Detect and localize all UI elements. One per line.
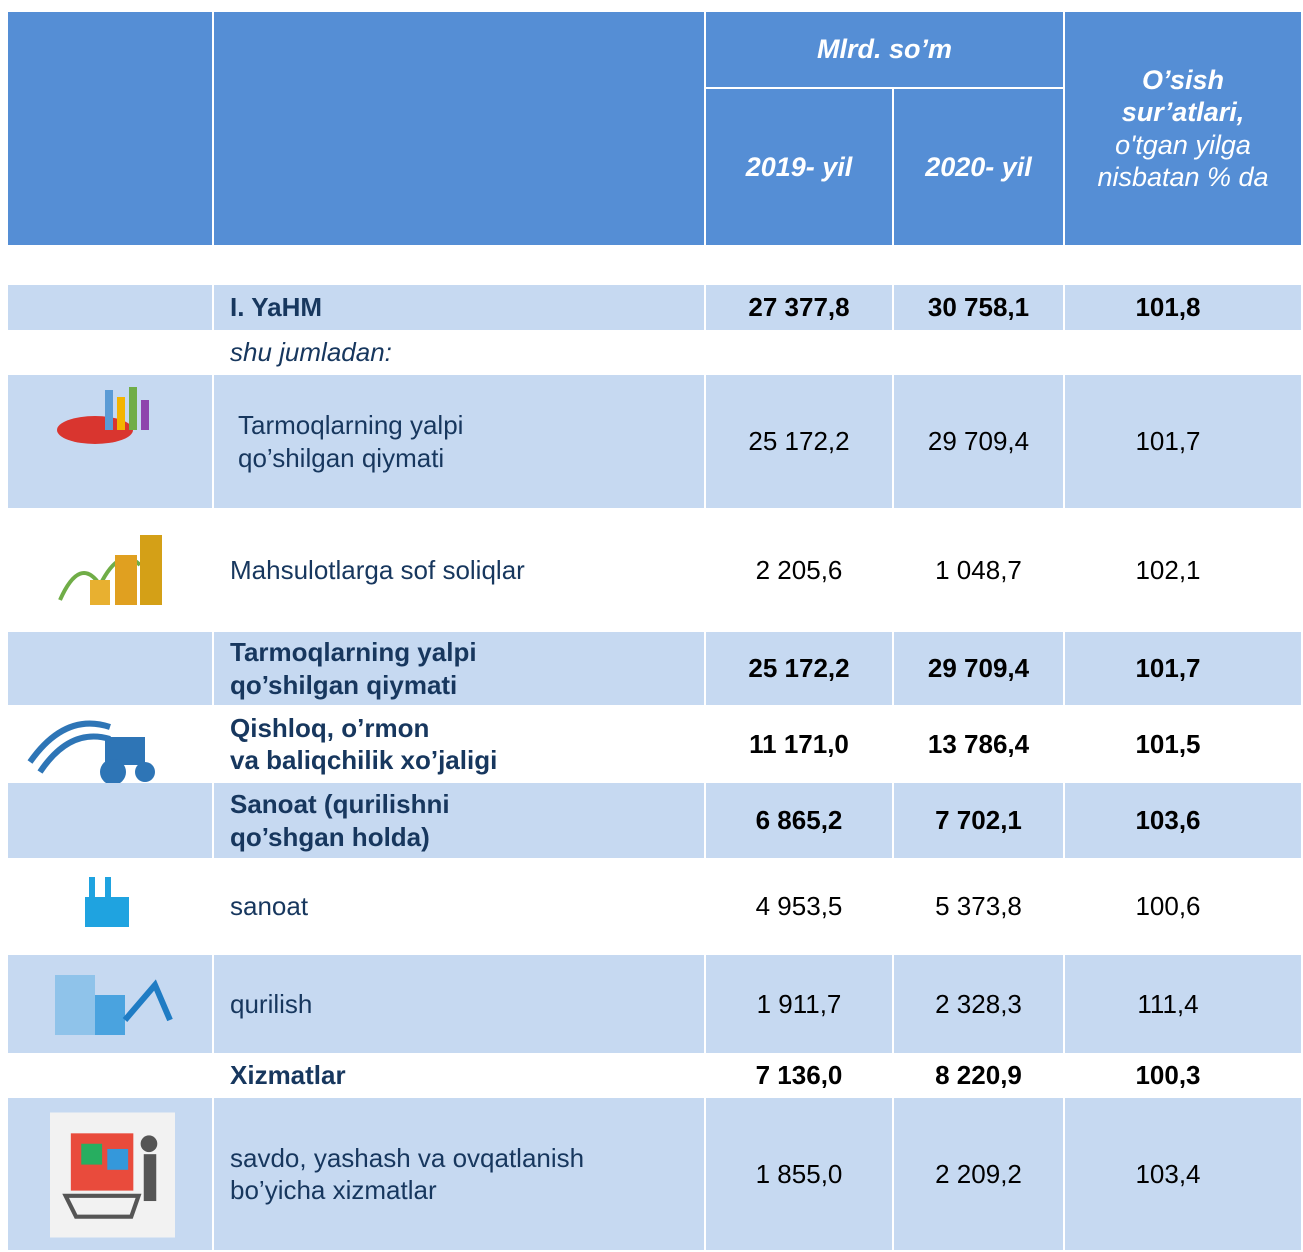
row-value: 101,7 bbox=[1065, 632, 1301, 705]
row-value: 102,1 bbox=[1135, 554, 1201, 585]
row-value: 100,6 bbox=[1135, 891, 1201, 921]
row-label: Tarmoqlarning yalpi qo’shilgan qiymati bbox=[214, 375, 704, 508]
row-value: 103,6 bbox=[1065, 783, 1301, 858]
header-year: 2020- yil bbox=[894, 89, 1063, 245]
row-label: I. YaHM bbox=[214, 285, 704, 330]
row-label: savdo, yashash va ovqatlanish bo’yicha x… bbox=[214, 1098, 704, 1250]
row-label: Sanoat (qurilishni qo’shgan holda) bbox=[214, 783, 704, 858]
row-value: 2 209,2 bbox=[894, 1098, 1063, 1250]
icon-cell bbox=[8, 285, 212, 330]
header-cell bbox=[8, 12, 212, 245]
header-group: Mlrd. so’m bbox=[706, 12, 1063, 87]
row-value: 101,8 bbox=[1065, 285, 1301, 330]
row-value: 100,3 bbox=[1135, 1060, 1201, 1090]
row-value: 2 205,6 bbox=[755, 554, 843, 585]
row-icon bbox=[57, 387, 149, 444]
row-value: 1 855,0 bbox=[706, 1098, 892, 1250]
row-value: 8 220,9 bbox=[935, 1060, 1022, 1090]
row-value: 7 702,1 bbox=[894, 783, 1063, 858]
row-label: shu jumladan: bbox=[230, 337, 392, 368]
header-growth: O’sish sur’atlari, o'tgan yilga nisbatan … bbox=[1065, 12, 1301, 245]
icon-cell bbox=[8, 1053, 212, 1098]
header-year: 2019- yil bbox=[706, 89, 892, 245]
row-value: 25 172,2 bbox=[706, 375, 892, 508]
row-value: 5 373,8 bbox=[935, 891, 1022, 921]
row-value: 27 377,8 bbox=[706, 285, 892, 330]
row-value: 11 171,0 bbox=[749, 728, 849, 759]
row-value: 101,7 bbox=[1065, 375, 1301, 508]
growth-subtitle: o'tgan yilga nisbatan % da bbox=[1097, 129, 1269, 192]
row-icon bbox=[85, 877, 129, 927]
header-cell bbox=[214, 12, 704, 245]
row-icon bbox=[27, 720, 155, 783]
row-value bbox=[706, 330, 892, 375]
row-icon bbox=[50, 1112, 175, 1238]
row-value: 6 865,2 bbox=[706, 783, 892, 858]
row-icon bbox=[55, 975, 173, 1035]
row-value: 4 953,5 bbox=[755, 891, 843, 921]
row-icon bbox=[58, 535, 162, 605]
row-value: 1 911,7 bbox=[706, 955, 892, 1053]
row-value: 13 786,4 bbox=[927, 728, 1030, 759]
row-value: 30 758,1 bbox=[894, 285, 1063, 330]
row-label: qurilish bbox=[214, 955, 704, 1053]
row-label: sanoat bbox=[230, 891, 309, 922]
icon-cell bbox=[8, 632, 212, 705]
row-value bbox=[1065, 330, 1301, 375]
row-label: Tarmoqlarning yalpi qo’shilgan qiymati bbox=[214, 632, 704, 705]
icon-cell bbox=[8, 783, 212, 858]
row-label: Mahsulotlarga sof soliqlar bbox=[230, 554, 525, 585]
growth-title: O’sish sur’atlari, bbox=[1121, 64, 1245, 128]
icon-cell bbox=[8, 330, 212, 375]
row-value: 29 709,4 bbox=[894, 375, 1063, 508]
row-value bbox=[894, 330, 1063, 375]
row-value: 2 328,3 bbox=[894, 955, 1063, 1053]
row-value: 29 709,4 bbox=[894, 632, 1063, 705]
row-value: 101,5 bbox=[1135, 728, 1201, 759]
row-label: Qishloq, o’rmon va baliqchilik xo’jaligi bbox=[230, 712, 498, 776]
row-value: 103,4 bbox=[1065, 1098, 1301, 1250]
row-value: 111,4 bbox=[1065, 955, 1301, 1053]
row-label: Xizmatlar bbox=[230, 1060, 346, 1091]
row-value: 25 172,2 bbox=[706, 632, 892, 705]
row-value: 1 048,7 bbox=[935, 554, 1022, 585]
row-value: 7 136,0 bbox=[755, 1060, 843, 1090]
